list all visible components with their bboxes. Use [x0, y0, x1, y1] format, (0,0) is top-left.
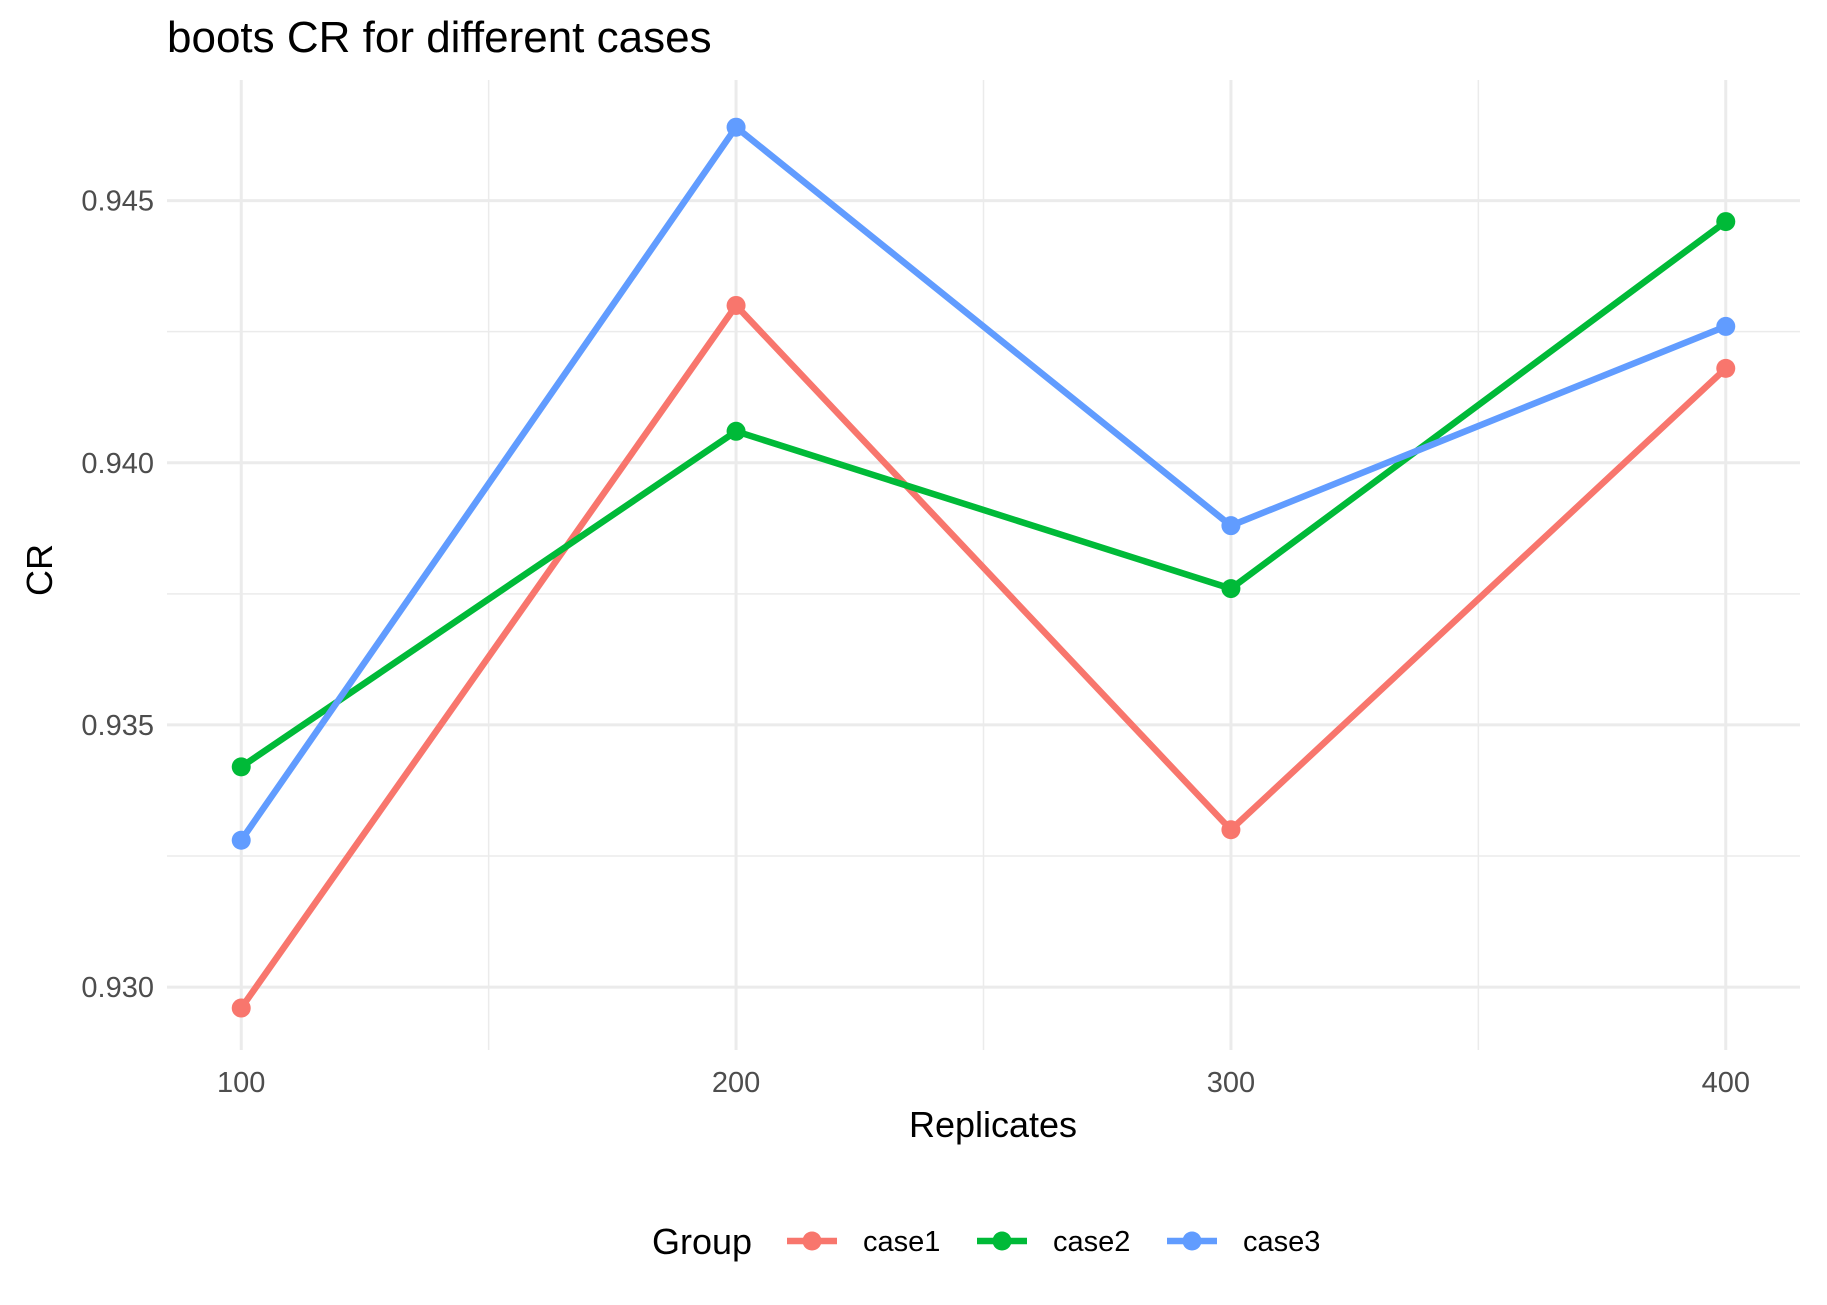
- data-point-case1: [726, 295, 746, 315]
- legend-items: case1 case2 case3: [787, 1226, 1320, 1258]
- legend-item-case3: case3: [1167, 1226, 1320, 1258]
- data-point-case2: [231, 757, 251, 777]
- data-point-case1: [1221, 820, 1241, 840]
- data-point-case3: [726, 117, 746, 137]
- series-case1: [231, 295, 1736, 1018]
- tick-labels: 100 200 300 400 0.930 0.935 0.940 0.945: [81, 186, 1750, 1099]
- legend-item-case2: case2: [977, 1226, 1130, 1258]
- x-tick-label: 400: [1702, 1067, 1750, 1099]
- y-axis-title: CR: [19, 544, 60, 596]
- data-point-case2: [726, 421, 746, 441]
- data-point-case3: [231, 830, 251, 850]
- y-tick-label: 0.935: [81, 710, 154, 742]
- legend-key-point: [992, 1231, 1012, 1251]
- minor-gridlines: [167, 80, 1800, 1050]
- legend-label: case1: [863, 1226, 940, 1258]
- legend-label: case2: [1053, 1226, 1130, 1258]
- x-axis-title: Replicates: [909, 1104, 1077, 1145]
- series-case3: [231, 117, 1736, 850]
- y-tick-label: 0.930: [81, 972, 154, 1004]
- series-line-case2: [239, 218, 1728, 770]
- y-tick-label: 0.945: [81, 186, 154, 218]
- legend: Group case1 case2 case3: [652, 1221, 1320, 1262]
- x-tick-label: 100: [217, 1067, 265, 1099]
- data-point-case3: [1221, 516, 1241, 536]
- series-case2: [231, 212, 1736, 777]
- legend-label: case3: [1243, 1226, 1320, 1258]
- legend-title: Group: [652, 1221, 752, 1262]
- data-point-case2: [1221, 579, 1241, 599]
- data-point-case2: [1716, 212, 1736, 232]
- y-tick-label: 0.940: [81, 448, 154, 480]
- x-tick-label: 200: [712, 1067, 760, 1099]
- legend-key-point: [1182, 1231, 1202, 1251]
- series-layer: [231, 117, 1736, 1018]
- data-point-case1: [231, 998, 251, 1018]
- legend-key-point: [802, 1231, 822, 1251]
- x-tick-label: 300: [1207, 1067, 1255, 1099]
- chart-title: boots CR for different cases: [167, 13, 712, 62]
- data-point-case1: [1716, 358, 1736, 378]
- legend-item-case1: case1: [787, 1226, 940, 1258]
- series-line-case1: [238, 302, 1729, 1010]
- data-point-case3: [1716, 316, 1736, 336]
- series-line-case3: [238, 123, 1728, 843]
